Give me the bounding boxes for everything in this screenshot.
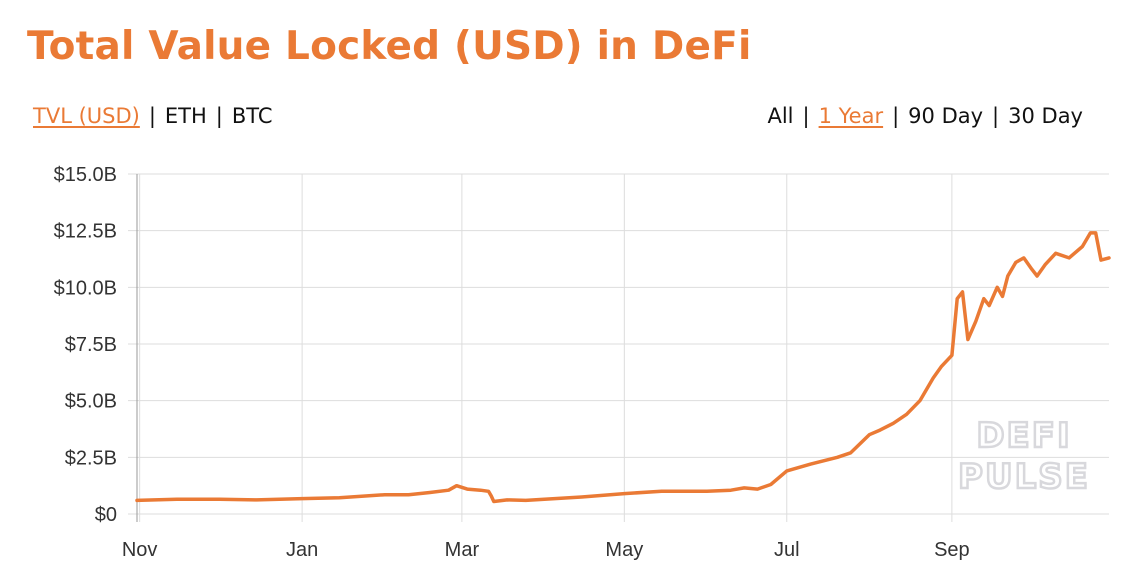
toggle-separator: | <box>215 104 223 128</box>
ninety-day-range-toggle[interactable]: 90 Day <box>908 104 984 128</box>
watermark-line: DEFI <box>976 416 1071 456</box>
y-tick-label: $15.0B <box>54 164 117 186</box>
x-tick-label: May <box>605 539 643 561</box>
btc-toggle[interactable]: BTC <box>231 104 273 128</box>
x-tick-label: Jan <box>286 539 318 561</box>
series-group <box>135 231 1111 504</box>
all-range-toggle[interactable]: All <box>767 104 794 128</box>
range-toggle: All | 1 Year | 90 Day | 30 Day <box>767 104 1083 128</box>
x-tick-label: Sep <box>934 539 970 561</box>
x-tick-label: Nov <box>122 539 158 561</box>
toggle-separator: | <box>148 104 156 128</box>
y-axis-labels: $0 $2.5B $5.0B $7.5B $10.0B $12.5B $15.0B <box>54 164 117 526</box>
y-tick-label: $7.5B <box>65 334 117 356</box>
y-tick-label: $2.5B <box>65 447 117 469</box>
tvl-usd-toggle[interactable]: TVL (USD) <box>33 104 140 128</box>
toggle-separator: | <box>892 104 900 128</box>
defi-pulse-watermark: DEFI PULSE <box>957 415 1090 499</box>
one-year-range-toggle[interactable]: 1 Year <box>818 104 884 128</box>
y-tick-label: $0 <box>95 504 117 526</box>
page-title: Total Value Locked (USD) in DeFi <box>27 24 752 69</box>
x-tick-label: Mar <box>445 539 480 561</box>
y-tick-label: $10.0B <box>54 277 117 299</box>
toggle-separator: | <box>802 104 810 128</box>
x-tick-label: Jul <box>774 539 800 561</box>
y-tick-label: $12.5B <box>54 221 117 243</box>
eth-toggle[interactable]: ETH <box>164 104 207 128</box>
thirty-day-range-toggle[interactable]: 30 Day <box>1008 104 1083 128</box>
grid-lines <box>128 173 1109 522</box>
tvl-series-line <box>135 231 1111 504</box>
watermark-line: PULSE <box>958 457 1090 497</box>
toggle-separator: | <box>992 104 1000 128</box>
x-axis-labels: Nov Jan Mar May Jul Sep <box>122 539 970 561</box>
y-tick-label: $5.0B <box>65 391 117 413</box>
currency-toggle: TVL (USD) | ETH | BTC <box>33 104 273 128</box>
